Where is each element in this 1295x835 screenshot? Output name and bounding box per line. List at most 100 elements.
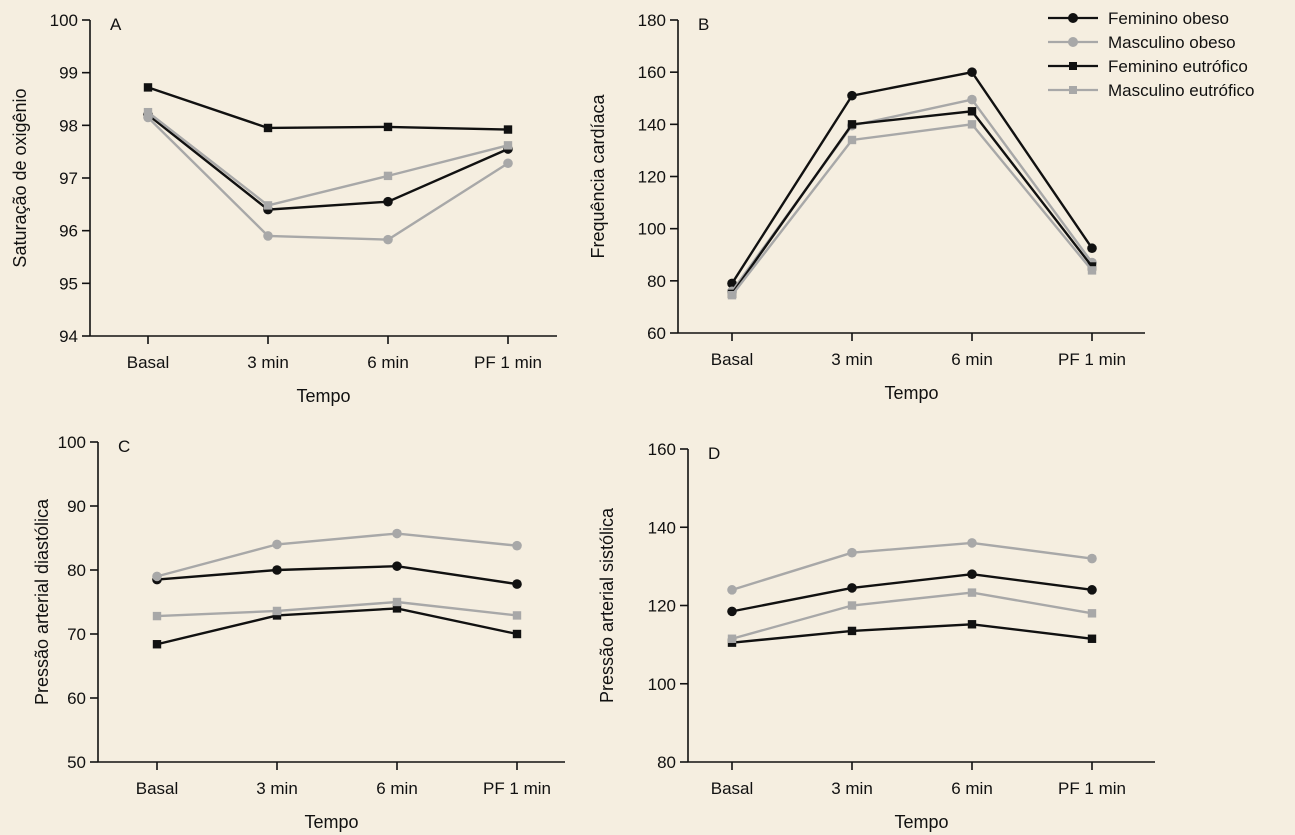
series-line <box>731 123 1093 296</box>
data-point <box>383 234 393 245</box>
panel-b: 60 80 100 120 140 160 180 Basal 3 min 6 min PF 1 m… <box>588 11 1145 403</box>
legend-entry-masculino-obeso: Masculino obeso <box>1048 33 1236 52</box>
y-tick-label: 94 <box>59 327 78 346</box>
x-axis-label: Tempo <box>884 383 938 403</box>
data-point <box>727 290 737 300</box>
legend-marker-square <box>1069 86 1077 94</box>
x-tick-label: 6 min <box>951 779 993 798</box>
data-point <box>1087 634 1097 643</box>
legend-entry-feminino-eutrofico: Feminino eutrófico <box>1048 57 1248 76</box>
panel-label: C <box>118 437 130 456</box>
data-point <box>503 125 513 134</box>
data-point <box>847 120 857 129</box>
y-tick-label: 70 <box>67 625 86 644</box>
series-masculino-eutrofico <box>143 107 513 210</box>
legend: Feminino obeso Masculino obeso Feminino … <box>1048 9 1254 100</box>
series-line <box>156 600 518 618</box>
data-point <box>967 569 977 579</box>
data-point <box>512 540 522 551</box>
x-tick-label: 6 min <box>376 779 418 798</box>
y-tick-label: 100 <box>58 433 86 452</box>
data-point <box>503 158 513 169</box>
data-point <box>392 561 402 571</box>
y-axis-label: Frequência cardíaca <box>588 93 608 258</box>
y-tick-label: 100 <box>648 675 676 694</box>
y-tick-label: 180 <box>638 11 666 30</box>
series-feminino-obeso <box>143 110 513 215</box>
x-tick-label: Basal <box>711 779 754 798</box>
legend-label: Masculino obeso <box>1108 33 1236 52</box>
legend-marker-circle <box>1068 13 1078 23</box>
data-point <box>727 634 737 643</box>
series-masculino-obeso <box>143 112 513 245</box>
series-feminino-obeso <box>727 569 1097 617</box>
data-point <box>967 107 977 116</box>
x-tick-label: PF 1 min <box>1058 350 1126 369</box>
y-tick-label: 80 <box>67 561 86 580</box>
y-tick-label: 99 <box>59 64 78 83</box>
chart-panels: 94 95 96 97 98 99 100 Basal 3 min 6 min PF 1 min Te… <box>10 11 1155 832</box>
y-tick-label: 120 <box>648 597 676 616</box>
series-masculino-eutrofico <box>727 588 1097 643</box>
x-tick-label: Basal <box>136 779 179 798</box>
x-tick-label: 6 min <box>951 350 993 369</box>
data-point <box>512 629 522 639</box>
y-axis-label: Saturação de oxigênio <box>10 88 30 267</box>
data-point <box>383 171 393 181</box>
data-point <box>503 141 513 150</box>
series-feminino-obeso <box>727 67 1097 289</box>
data-point <box>967 120 977 129</box>
data-point <box>392 528 402 539</box>
series-masculino-obeso <box>727 94 1097 297</box>
data-point <box>727 606 737 617</box>
y-tick-label: 100 <box>50 11 78 30</box>
data-point <box>967 538 977 548</box>
x-tick-label: 3 min <box>831 779 873 798</box>
x-tick-label: 6 min <box>367 353 409 372</box>
y-tick-label: 97 <box>59 169 78 188</box>
data-point <box>272 606 282 616</box>
data-point <box>1087 553 1097 564</box>
data-point <box>1087 609 1097 618</box>
data-point <box>1087 266 1097 275</box>
y-axis-label: Pressão arterial sistólica <box>597 507 617 703</box>
y-tick-label: 60 <box>67 689 86 708</box>
series-line <box>147 113 509 211</box>
x-axis-label: Tempo <box>894 812 948 832</box>
series-feminino-eutrofico <box>143 83 513 134</box>
legend-label: Feminino eutrófico <box>1108 57 1248 76</box>
legend-entry-feminino-obeso: Feminino obeso <box>1048 9 1229 28</box>
series-line <box>730 70 1093 285</box>
series-line <box>731 591 1093 640</box>
legend-entry-masculino-eutrofico: Masculino eutrófico <box>1048 81 1254 100</box>
data-point <box>272 565 282 575</box>
panel-a: 94 95 96 97 98 99 100 Basal 3 min 6 min PF 1 min Te… <box>10 11 557 406</box>
data-point <box>263 201 273 210</box>
data-point <box>272 611 282 620</box>
data-point <box>152 611 162 621</box>
data-point <box>143 107 153 117</box>
data-point <box>152 571 162 582</box>
data-point <box>967 67 977 77</box>
series-masculino-eutrofico <box>727 120 1097 300</box>
data-point <box>383 196 393 207</box>
y-tick-label: 160 <box>638 63 666 82</box>
data-point <box>727 278 737 289</box>
data-point <box>1087 243 1097 254</box>
y-tick-label: 98 <box>59 116 78 135</box>
y-tick-label: 140 <box>648 518 676 537</box>
data-point <box>967 620 977 629</box>
series-line <box>731 541 1093 591</box>
data-point <box>847 601 857 610</box>
y-tick-label: 160 <box>648 440 676 459</box>
x-tick-label: 3 min <box>831 350 873 369</box>
data-point <box>263 231 273 241</box>
series-line <box>147 111 509 207</box>
legend-label: Feminino obeso <box>1108 9 1229 28</box>
legend-marker-square <box>1069 62 1077 70</box>
data-point <box>847 583 857 593</box>
y-tick-label: 120 <box>638 168 666 187</box>
data-point <box>263 123 273 133</box>
y-tick-label: 90 <box>67 497 86 516</box>
